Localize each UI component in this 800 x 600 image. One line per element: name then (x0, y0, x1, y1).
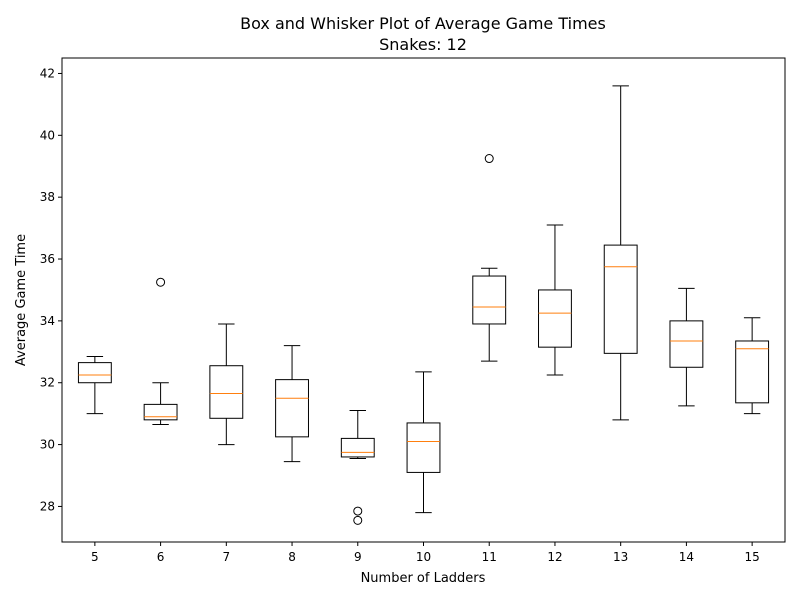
box (669, 320, 704, 368)
x-tick-label: 8 (288, 550, 296, 564)
x-tick-label: 10 (416, 550, 431, 564)
y-tick-label: 30 (40, 438, 55, 452)
x-tick-label: 6 (157, 550, 165, 564)
box (735, 340, 770, 404)
plot-frame (61, 57, 786, 543)
y-axis: 28 30 32 34 36 38 40 42 (40, 66, 62, 513)
y-tick-label: 40 (40, 128, 55, 142)
box-group (209, 323, 244, 446)
box-group (406, 371, 441, 514)
box-group (275, 345, 309, 463)
x-tick-label: 13 (613, 550, 628, 564)
box (340, 437, 375, 458)
box-group (340, 410, 375, 525)
y-tick-label: 38 (40, 190, 55, 204)
box-group (472, 154, 507, 362)
y-tick-label: 36 (40, 252, 55, 266)
plot-area (77, 85, 770, 525)
flier-point (353, 515, 363, 525)
flier-point (156, 277, 166, 287)
box (406, 422, 441, 473)
x-tick-label: 14 (679, 550, 694, 564)
x-tick-label: 11 (482, 550, 497, 564)
y-tick-label: 34 (40, 314, 55, 328)
y-tick-label: 28 (40, 499, 55, 513)
x-tick-label: 12 (547, 550, 562, 564)
chart-subtitle: Snakes: 12 (379, 35, 467, 54)
box-group (603, 85, 638, 421)
box (77, 362, 112, 384)
box (209, 365, 244, 419)
box-group (77, 355, 112, 415)
box (603, 244, 638, 354)
box-group (735, 317, 770, 415)
x-tick-label: 7 (222, 550, 230, 564)
flier-point (484, 154, 494, 164)
box (472, 275, 507, 325)
x-tick-label: 5 (91, 550, 99, 564)
box-group (143, 277, 178, 425)
box-group (538, 224, 572, 376)
y-axis-label: Average Game Time (14, 234, 29, 366)
x-axis: 5 6 7 8 9 10 11 12 13 14 15 (91, 542, 760, 564)
flier-point (353, 506, 363, 516)
box (538, 289, 572, 348)
x-axis-label: Number of Ladders (361, 571, 486, 586)
box (143, 403, 178, 421)
y-tick-label: 42 (40, 66, 55, 80)
x-tick-label: 9 (354, 550, 362, 564)
y-tick-label: 32 (40, 376, 55, 390)
box (275, 379, 309, 438)
chart-title: Box and Whisker Plot of Average Game Tim… (240, 14, 606, 33)
box-group (669, 287, 704, 407)
x-tick-label: 15 (744, 550, 759, 564)
